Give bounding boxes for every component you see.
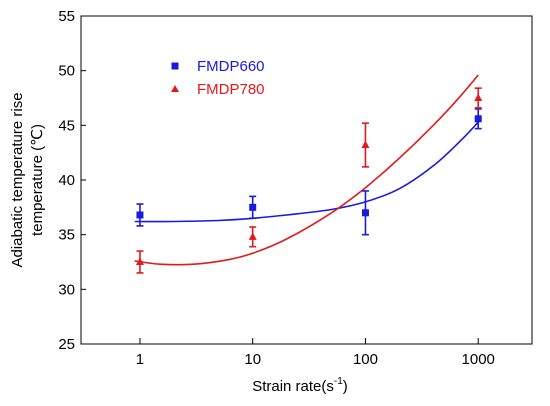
data-point-fmdp780 [135, 257, 144, 265]
x-tick-label: 1000 [462, 351, 495, 368]
legend: FMDP660 FMDP780 [171, 58, 265, 98]
legend-label-fmdp660: FMDP660 [197, 58, 265, 75]
x-tick-label: 1 [136, 351, 144, 368]
data-markers [135, 93, 483, 265]
x-tick-label: 10 [244, 351, 261, 368]
legend-label-fmdp780: FMDP780 [197, 81, 265, 98]
fit-curve-fmdp660 [134, 121, 479, 223]
y-tick-label: 40 [58, 172, 75, 189]
data-point-fmdp780 [474, 93, 483, 101]
fit-curve-fmdp780 [134, 74, 479, 266]
y-tick-label: 35 [58, 227, 75, 244]
data-point-fmdp780 [248, 232, 257, 240]
x-axis: 1 10 100 1000 [136, 338, 495, 368]
fit-curves [134, 74, 479, 266]
data-point-fmdp660 [361, 209, 369, 217]
x-tick-label: 100 [353, 351, 378, 368]
error-bars [136, 87, 482, 274]
data-point-fmdp660 [249, 203, 257, 211]
y-tick-label: 25 [58, 336, 75, 353]
y-axis: 25 30 35 40 45 50 55 [58, 8, 86, 353]
y-axis-title-line1: Adiabatic temperature rise [9, 92, 26, 267]
y-axis-title-line2: temperature (℃) [29, 124, 46, 236]
data-point-fmdp660 [136, 211, 144, 219]
data-point-fmdp660 [474, 115, 482, 123]
legend-marker-fmdp660 [171, 62, 179, 70]
plot-frame [80, 15, 533, 345]
x-axis-title: Strain rate(s-1) [252, 376, 348, 395]
y-tick-label: 30 [58, 281, 75, 298]
data-point-fmdp780 [361, 140, 370, 149]
y-tick-label: 45 [58, 117, 75, 134]
y-tick-label: 55 [58, 8, 75, 25]
y-tick-label: 50 [58, 63, 75, 80]
legend-marker-fmdp780 [171, 85, 179, 92]
y-axis-title: Adiabatic temperature rise temperature (… [9, 92, 46, 267]
